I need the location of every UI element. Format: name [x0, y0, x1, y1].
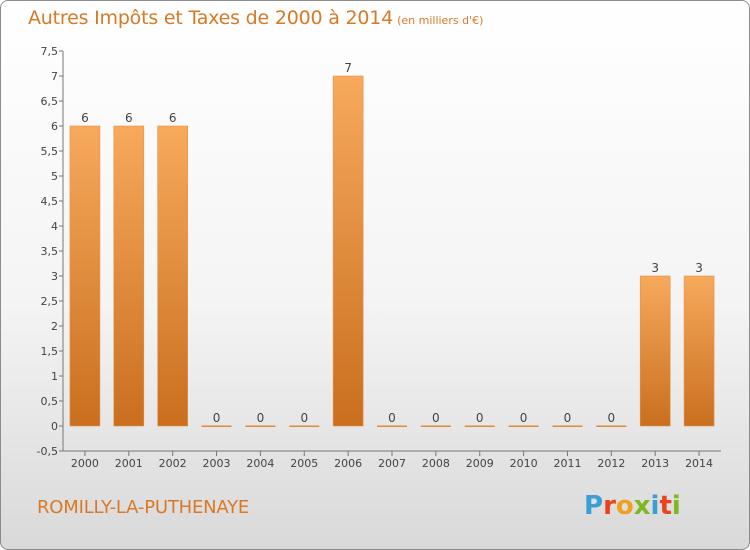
y-tick-label: 6: [51, 120, 58, 133]
x-tick-label: 2008: [422, 457, 450, 470]
y-tick-label: 1,5: [41, 345, 59, 358]
axes: -0,5 0 0,5 1 1,5 2 2,5 3 3,5 4 4,5 5 5,5 6 6,5 7 7,5 2000…: [37, 45, 721, 470]
y-tick-label: 0,5: [41, 395, 59, 408]
bar-2010: [508, 425, 539, 427]
value-label-2009: 0: [476, 411, 484, 425]
value-label-2002: 6: [169, 111, 177, 125]
value-label-2000: 6: [81, 111, 89, 125]
logo-letter: i: [650, 491, 660, 521]
value-label-2001: 6: [125, 111, 133, 125]
bar-2006: [332, 75, 364, 427]
value-label-2008: 0: [432, 411, 440, 425]
y-tick-label: 2,5: [41, 295, 59, 308]
x-tick-label: 2006: [334, 457, 362, 470]
x-tick-label: 2009: [466, 457, 494, 470]
bar-2012: [596, 425, 627, 427]
x-tick-label: 2003: [203, 457, 231, 470]
bar-2008: [420, 425, 451, 427]
value-label-2005: 0: [300, 411, 308, 425]
y-tick-label: 4: [51, 220, 58, 233]
x-tick-label: 2012: [597, 457, 625, 470]
bar-2001: [113, 125, 145, 427]
y-tick-label: 0: [51, 420, 58, 433]
x-tick-label: 2007: [378, 457, 406, 470]
x-tick-label: 2005: [290, 457, 318, 470]
y-tick-label: 6,5: [41, 95, 59, 108]
y-tick-label: 7,5: [41, 45, 59, 58]
y-tick-label: 3: [51, 270, 58, 283]
chart-title: Autres Impôts et Taxes de 2000 à 2014 (en…: [28, 7, 483, 29]
bar-2000: [69, 125, 101, 427]
bar-2007: [377, 425, 407, 427]
y-tick-label: -0,5: [37, 445, 58, 458]
bar-2009: [464, 425, 495, 427]
x-tick-label: 2011: [553, 457, 581, 470]
value-label-2003: 0: [213, 411, 221, 425]
x-tick-label: 2010: [510, 457, 538, 470]
value-label-2012: 0: [608, 411, 616, 425]
commune-name: ROMILLY-LA-PUTHENAYE: [37, 497, 250, 518]
x-tick-label: 2001: [115, 457, 143, 470]
bar-2005: [289, 425, 320, 427]
x-tick-label: 2004: [246, 457, 274, 470]
x-tick-label: 2002: [159, 457, 187, 470]
value-labels: 6 6 6 0 0 0 7 0 0 0 0 0 0 3 3: [81, 61, 703, 425]
proxiti-logo: Proxiti: [584, 491, 681, 521]
logo-letter: r: [603, 491, 616, 521]
bar-2004: [245, 425, 276, 427]
bar-2011: [552, 425, 583, 427]
logo-letter: o: [615, 491, 634, 521]
y-tick-label: 4,5: [41, 195, 59, 208]
x-tick-label: 2013: [641, 457, 669, 470]
logo-letter: x: [633, 491, 651, 521]
bar-2002: [157, 125, 188, 427]
title-text: Autres Impôts et Taxes de 2000 à 2014: [28, 7, 394, 29]
logo-letter: P: [584, 491, 604, 521]
bar-2003: [201, 425, 232, 427]
logo-letter: t: [659, 491, 672, 521]
y-tick-label: 1: [51, 370, 58, 383]
value-label-2006: 7: [344, 61, 352, 75]
value-label-2010: 0: [520, 411, 528, 425]
y-tick-label: 7: [51, 70, 58, 83]
x-tick-label: 2000: [71, 457, 99, 470]
value-label-2014: 3: [695, 261, 703, 275]
value-label-2013: 3: [651, 261, 659, 275]
value-label-2011: 0: [564, 411, 572, 425]
bar-2014: [683, 275, 715, 427]
logo-letter: i: [671, 491, 681, 521]
y-tick-label: 3,5: [41, 245, 59, 258]
y-tick-label: 5,5: [41, 145, 59, 158]
bar-2013: [639, 275, 671, 427]
y-tick-label: 5: [51, 170, 58, 183]
y-tick-label: 2: [51, 320, 58, 333]
value-label-2007: 0: [388, 411, 396, 425]
x-tick-label: 2014: [685, 457, 713, 470]
bars: [69, 75, 715, 427]
unit-text: (en milliers d'€): [397, 14, 484, 27]
value-label-2004: 0: [257, 411, 265, 425]
